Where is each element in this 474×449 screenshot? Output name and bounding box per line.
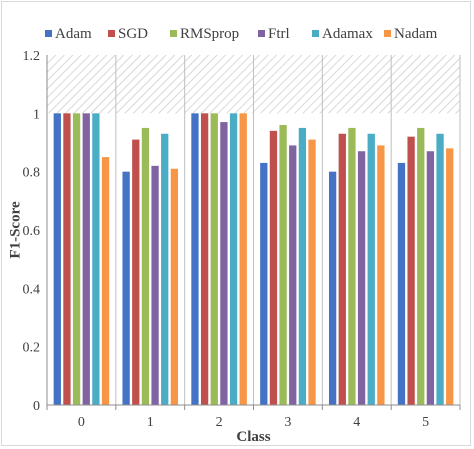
bar-rmsprop-class-1 [141,127,150,406]
bar-nadam-class-4 [377,145,385,405]
x-tick-label: 3 [284,415,291,430]
bar-adam-class-2 [191,113,199,405]
x-tick-label: 2 [216,415,223,430]
bar-nadam-class-2 [239,113,247,405]
y-tick-label: 0.6 [23,224,41,239]
x-axis-title: Class [236,429,270,445]
y-axis-title: F1-Score [7,201,23,259]
bar-rmsprop-class-3 [279,125,287,405]
y-tick-label: 0.8 [23,166,41,181]
bar-rmsprop-class-0 [72,113,81,405]
bar-adam-class-0 [53,113,61,405]
bar-nadam-class-3 [308,139,316,406]
bar-adamax-class-5 [436,133,444,405]
x-tick-label: 5 [422,415,429,430]
bar-rmsprop-class-5 [417,127,425,406]
x-tick-label: 4 [353,415,360,430]
x-tick-label: 0 [78,415,85,430]
bar-ftrl-class-1 [151,165,159,405]
legend-swatch-nadam [384,30,391,37]
bar-sgd-class-0 [63,113,71,405]
bar-ftrl-class-4 [357,151,366,405]
bar-nadam-class-1 [170,168,179,405]
legend-swatch-ftrl [258,30,265,37]
bar-nadam-class-0 [101,157,110,405]
bar-adamax-class-3 [298,127,307,406]
legend-label-adamax: Adamax [322,26,373,42]
bar-rmsprop-class-4 [348,127,356,406]
bar-rmsprop-class-2 [210,113,218,405]
legend-swatch-adam [45,30,52,37]
bar-adamax-class-2 [229,113,238,405]
bar-adamax-class-1 [161,133,169,405]
bar-adamax-class-0 [92,113,100,405]
bar-adam-class-3 [260,162,268,405]
bar-ftrl-class-2 [220,122,228,405]
bar-ftrl-class-3 [289,145,297,405]
bar-adamax-class-4 [367,133,375,405]
legend-swatch-adamax [312,30,319,37]
x-tick-label: 1 [147,415,154,430]
y-tick-labels: 0 0.2 0.4 0.6 0.8 1 1.2 [23,49,41,414]
legend-label-ftrl: Ftrl [268,26,290,42]
bar-sgd-class-5 [407,136,415,405]
bar-sgd-class-1 [132,139,140,406]
y-tick-label: 1 [33,107,40,122]
bars [53,113,454,406]
x-tick-labels: 0 1 2 3 4 5 [78,415,429,430]
bar-sgd-class-4 [338,133,346,405]
bar-sgd-class-2 [200,113,209,405]
legend-label-adam: Adam [55,26,92,42]
bar-sgd-class-3 [269,130,278,406]
bar-adam-class-1 [122,171,130,405]
legend-label-sgd: SGD [118,26,148,42]
bar-ftrl-class-5 [426,151,435,405]
legend-label-rmsprop: RMSprop [180,26,239,42]
legend-swatch-sgd [108,30,115,37]
y-tick-label: 1.2 [23,49,41,64]
bar-nadam-class-5 [446,148,454,406]
legend-swatch-rmsprop [170,30,177,37]
bar-ftrl-class-0 [82,113,90,405]
y-tick-label: 0 [33,399,40,414]
bar-adam-class-4 [328,171,337,405]
y-tick-label: 0.4 [23,282,41,297]
y-tick-label: 0.2 [23,341,41,356]
legend: Adam SGD RMSprop Ftrl Adamax Nadam [45,26,438,42]
legend-label-nadam: Nadam [394,26,438,42]
bar-adam-class-5 [397,162,406,405]
